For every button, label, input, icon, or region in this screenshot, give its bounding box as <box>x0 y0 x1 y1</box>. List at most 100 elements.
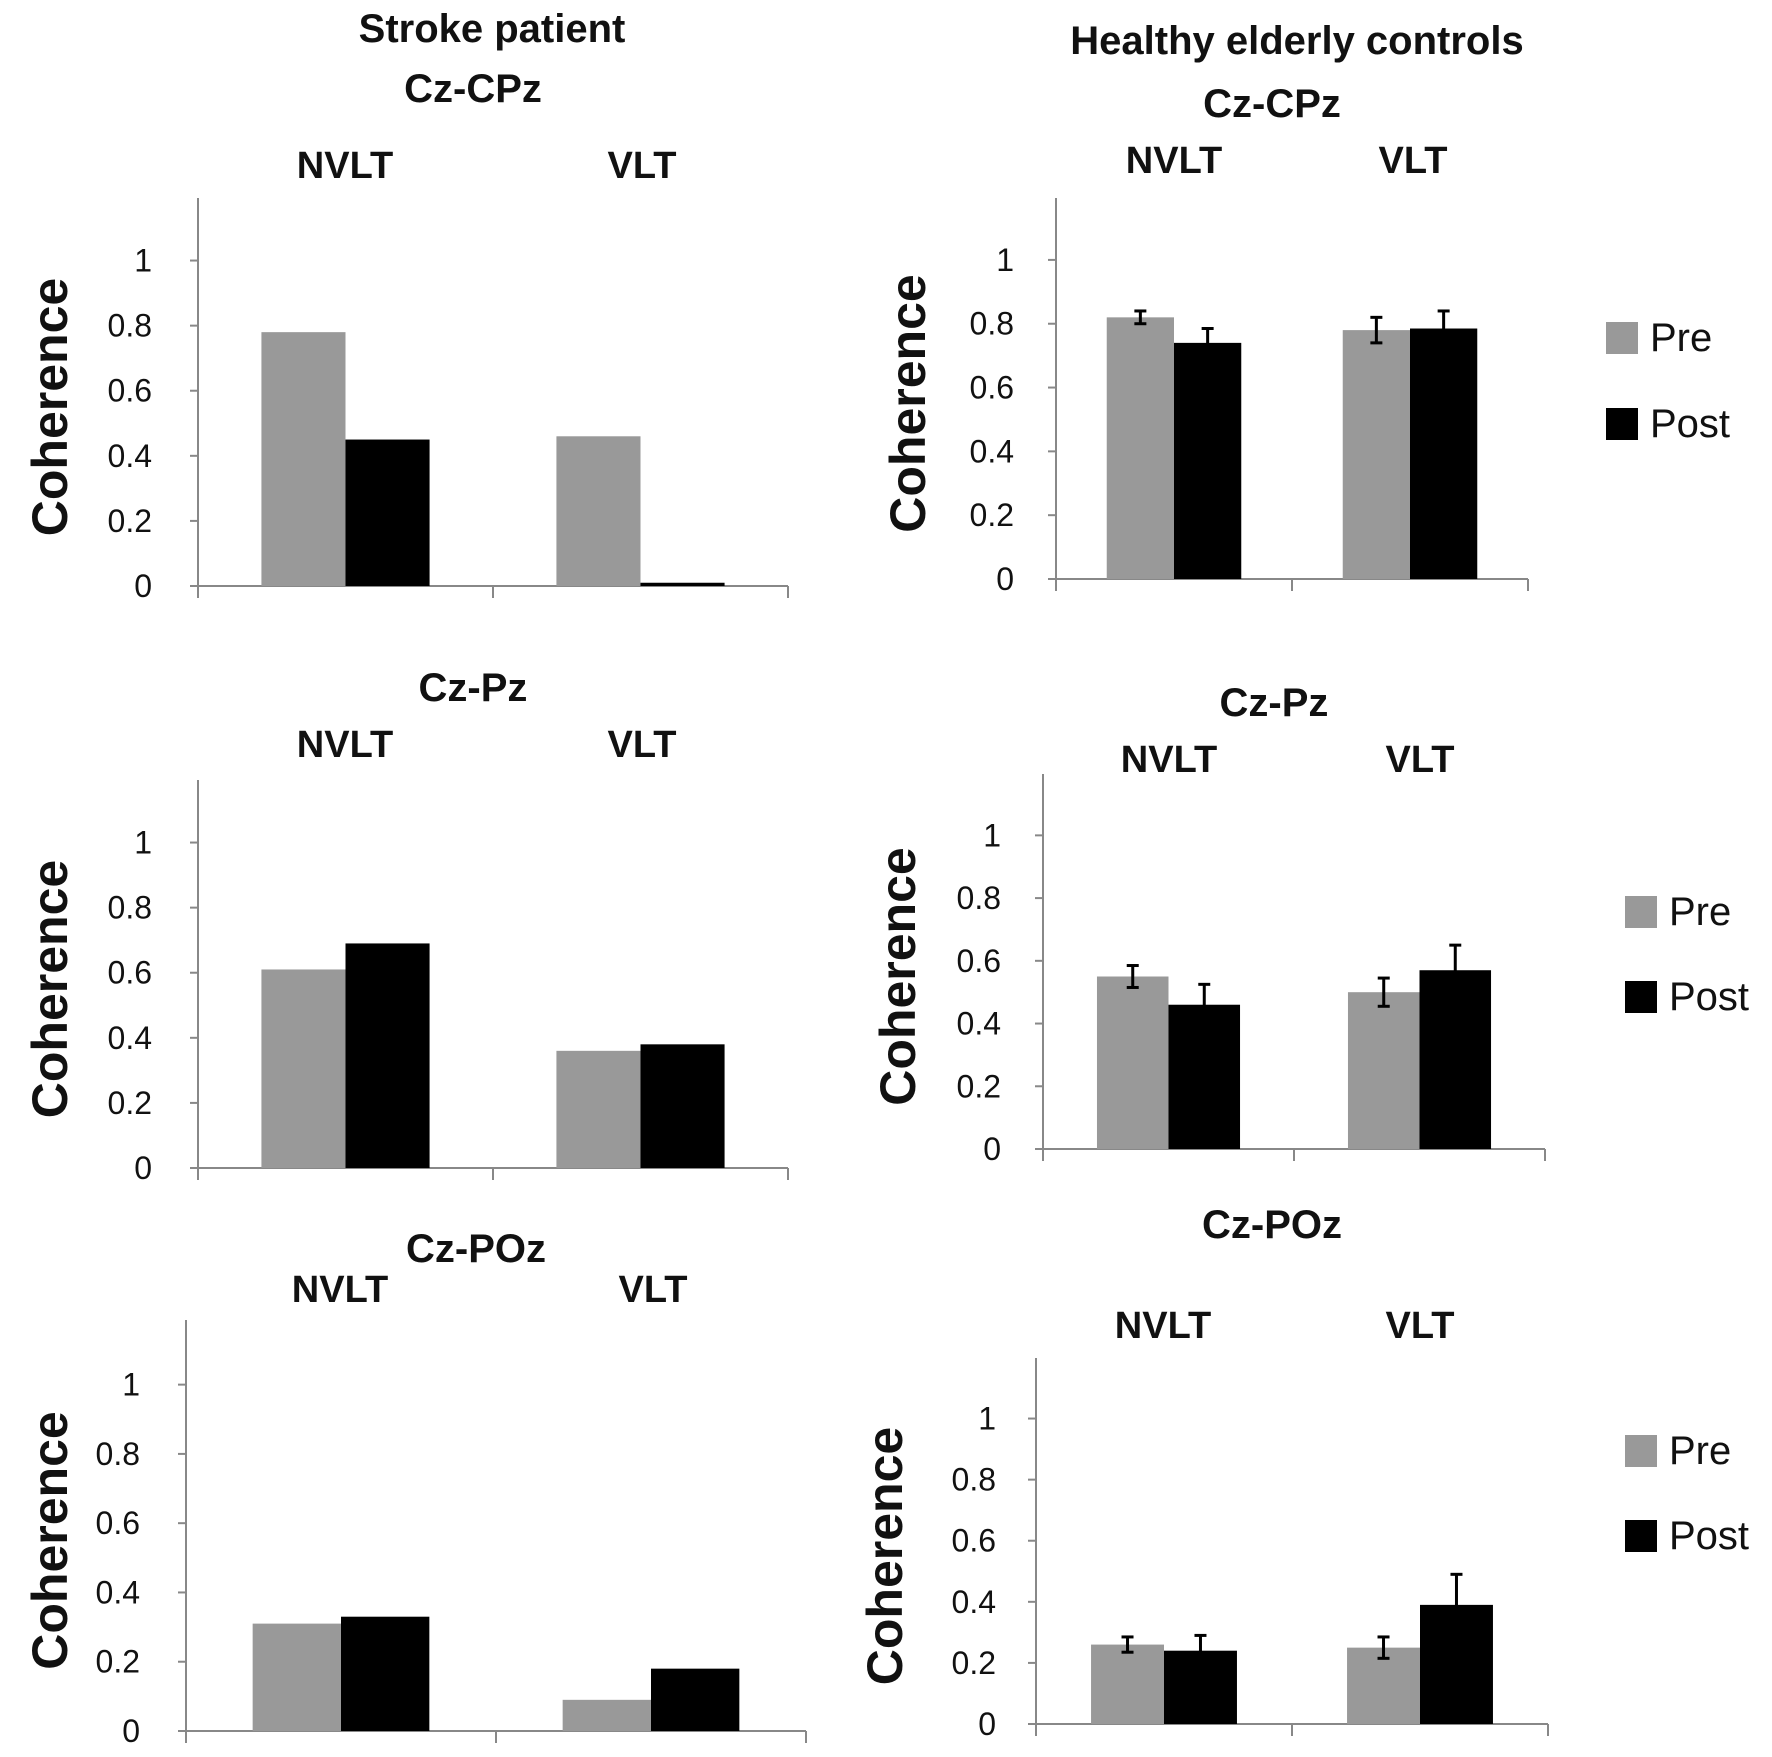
legend-label-post: Post <box>1669 1514 1749 1558</box>
bar-post-nvlt <box>341 1616 430 1731</box>
category-label-vlt: VLT <box>1379 140 1448 182</box>
bar-pre-nvlt <box>1106 317 1174 579</box>
y-axis-label: Coherence <box>22 1411 78 1669</box>
y-tick-label: 1 <box>978 1401 996 1437</box>
y-tick-label: 0.6 <box>952 1523 996 1559</box>
chart-panel-3: Cz-Pz NVLT VLT Coherence 0 0.2 0.4 0.6 0.8 1 <box>22 666 789 1186</box>
legend-label-pre: Pre <box>1650 316 1712 360</box>
bar-pre-nvlt <box>252 1623 341 1731</box>
category-label-vlt: VLT <box>1386 1305 1455 1347</box>
y-tick-label: 1 <box>134 243 152 279</box>
bar-post-vlt <box>640 1044 725 1168</box>
category-label-vlt: VLT <box>619 1269 688 1311</box>
bar-pre-vlt <box>1342 330 1410 579</box>
category-label-nvlt: NVLT <box>1115 1305 1211 1347</box>
y-tick-label: 0.2 <box>952 1645 996 1681</box>
category-label-vlt: VLT <box>1386 739 1455 781</box>
legend-swatch-post <box>1625 981 1657 1013</box>
legend: Pre Post <box>1606 316 1730 446</box>
legend-label-post: Post <box>1650 402 1730 446</box>
bar-post-vlt <box>651 1668 740 1731</box>
bar-post-nvlt <box>1174 342 1242 579</box>
y-axis-label: Coherence <box>22 278 78 536</box>
y-tick-label: 1 <box>996 242 1014 278</box>
legend-label-post: Post <box>1669 975 1749 1019</box>
bar-post-nvlt <box>345 943 430 1168</box>
legend-swatch-pre <box>1625 896 1657 928</box>
legend-label-pre: Pre <box>1669 890 1731 934</box>
y-tick-label: 0.8 <box>96 1436 140 1472</box>
y-tick-label: 0.2 <box>108 503 152 539</box>
y-tick-label: 0.6 <box>970 370 1014 406</box>
y-tick-label: 0.8 <box>970 306 1014 342</box>
panel-title: Cz-POz <box>406 1227 546 1271</box>
bar-pre-vlt <box>1347 1647 1420 1724</box>
y-tick-label: 0 <box>134 568 152 604</box>
bar-pre-nvlt <box>261 969 346 1168</box>
legend-swatch-pre <box>1606 322 1638 354</box>
bar-pre-nvlt <box>1091 1644 1164 1724</box>
y-tick-label: 0.6 <box>957 943 1001 979</box>
y-tick-label: 1 <box>983 817 1001 853</box>
y-tick-label: 0.6 <box>108 373 152 409</box>
y-tick-label: 0.2 <box>957 1068 1001 1104</box>
y-tick-label: 0.2 <box>108 1085 152 1121</box>
y-tick-label: 0 <box>122 1713 140 1749</box>
healthy-controls-header: Healthy elderly controls <box>1070 19 1523 63</box>
bar-post-nvlt <box>345 439 430 586</box>
y-tick-label: 0.4 <box>957 1006 1001 1042</box>
y-tick-label: 0 <box>996 561 1014 597</box>
y-axis-label: Coherence <box>870 847 926 1105</box>
y-tick-label: 0.8 <box>108 890 152 926</box>
legend: Pre Post <box>1625 890 1749 1019</box>
bar-pre-vlt <box>556 1050 641 1168</box>
panel-title: Cz-POz <box>1202 1203 1342 1247</box>
y-tick-label: 0.6 <box>96 1505 140 1541</box>
panel-title: Cz-Pz <box>1220 681 1329 725</box>
bar-pre-vlt <box>556 436 641 586</box>
y-tick-label: 0 <box>978 1706 996 1742</box>
panel-title: Cz-CPz <box>404 67 542 111</box>
y-axis-label: Coherence <box>880 274 936 532</box>
y-tick-label: 1 <box>134 825 152 861</box>
category-label-nvlt: NVLT <box>1121 739 1217 781</box>
stroke-patient-header: Stroke patient <box>359 7 626 51</box>
legend-swatch-post <box>1625 1520 1657 1552</box>
bar-pre-nvlt <box>1096 976 1169 1149</box>
panel-title: Cz-CPz <box>1203 82 1341 126</box>
y-axis-label: Coherence <box>22 860 78 1118</box>
y-tick-label: 0 <box>134 1150 152 1186</box>
bar-post-nvlt <box>1168 1004 1241 1149</box>
bar-pre-nvlt <box>261 332 346 586</box>
bar-post-vlt <box>640 582 725 586</box>
y-tick-label: 1 <box>122 1367 140 1403</box>
chart-panel-1: Cz-CPz NVLT VLT Coherence 0 0.2 0.4 0.6 0.8 1 <box>22 67 789 604</box>
legend-swatch-post <box>1606 408 1638 440</box>
y-tick-label: 0.2 <box>970 497 1014 533</box>
y-tick-label: 0.4 <box>970 433 1014 469</box>
y-tick-label: 0 <box>983 1131 1001 1167</box>
category-label-vlt: VLT <box>608 145 677 187</box>
chart-panel-5: Cz-POz NVLT VLT Coherence 0 0.2 0.4 0.6 0.8 1 <box>22 1227 807 1749</box>
bar-pre-vlt <box>562 1699 651 1731</box>
bar-pre-vlt <box>1347 992 1420 1149</box>
y-tick-label: 0.8 <box>957 880 1001 916</box>
bar-post-vlt <box>1419 970 1492 1149</box>
y-tick-label: 0.4 <box>96 1574 140 1610</box>
panel-title: Cz-Pz <box>419 666 528 710</box>
category-label-nvlt: NVLT <box>297 724 393 766</box>
bar-post-vlt <box>1410 328 1478 579</box>
y-tick-label: 0.2 <box>96 1644 140 1680</box>
legend: Pre Post <box>1625 1429 1749 1558</box>
y-tick-label: 0.4 <box>108 1020 152 1056</box>
legend-swatch-pre <box>1625 1435 1657 1467</box>
y-tick-label: 0.4 <box>108 438 152 474</box>
y-tick-label: 0.6 <box>108 955 152 991</box>
category-label-nvlt: NVLT <box>297 145 393 187</box>
category-label-nvlt: NVLT <box>1126 140 1222 182</box>
